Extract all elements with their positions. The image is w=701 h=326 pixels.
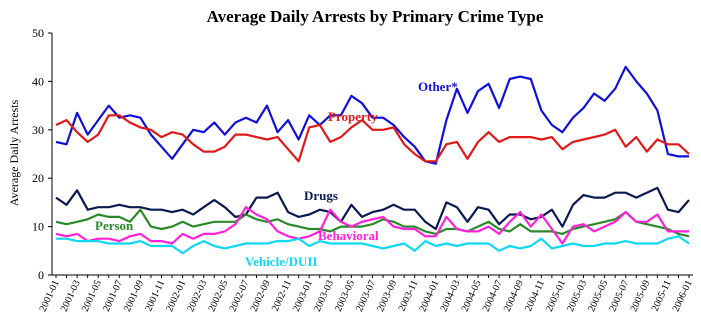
series-line-other [55, 65, 689, 165]
series-label-drugs: Drugs [304, 188, 338, 203]
series-line-drugs [55, 186, 690, 231]
series-label-property: Property [328, 109, 378, 124]
series-label-other: Other* [418, 79, 458, 94]
y-tick-label: 0 [38, 268, 44, 282]
y-tick-label: 30 [32, 123, 44, 137]
y-axis-label: Average Daily Arrests [7, 99, 21, 206]
chart-title: Average Daily Arrests by Primary Crime T… [207, 7, 544, 26]
series-label-vehicle: Vehicle/DUII [245, 254, 317, 269]
x-tick-label: 2006-01 [671, 279, 695, 314]
series-lines [55, 65, 690, 255]
y-tick-label: 10 [32, 220, 44, 234]
x-axis-ticks: 2001-012001-032001-052001-072001-092001-… [38, 275, 695, 313]
series-label-person: Person [95, 218, 134, 233]
series-line-person [55, 208, 690, 238]
series-line-vehicle-duii [56, 235, 690, 255]
series-label-behavioral: Behavioral [318, 228, 379, 243]
y-tick-label: 50 [32, 26, 44, 40]
y-tick-label: 40 [32, 74, 44, 88]
y-tick-label: 20 [32, 171, 44, 185]
y-axis-ticks: 0 10 20 30 40 50 [32, 26, 52, 282]
series-line-property [55, 114, 690, 163]
series-line-behavioral [55, 206, 689, 245]
